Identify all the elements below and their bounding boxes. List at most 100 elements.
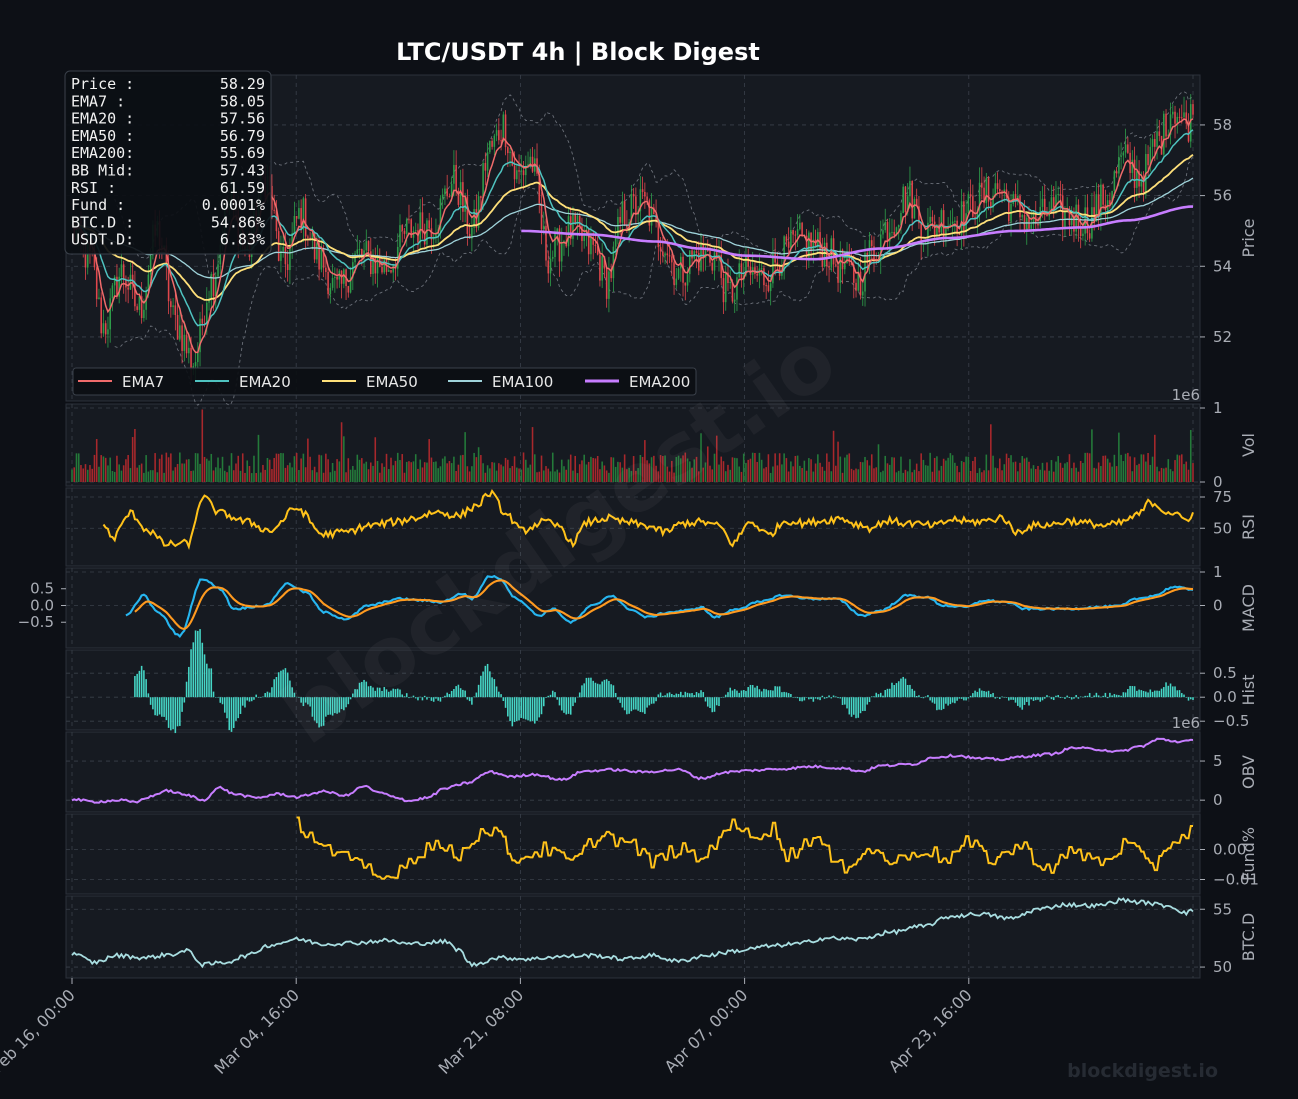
histogram-bar (298, 697, 300, 698)
histogram-bar (1165, 682, 1167, 698)
histogram-bar (774, 686, 776, 698)
volume-bar (179, 452, 181, 482)
candle-body (936, 224, 938, 237)
volume-bar (86, 469, 89, 482)
volume-bar (163, 472, 165, 482)
volume-bar (352, 465, 354, 482)
candle-body (540, 203, 543, 230)
histogram-bar (1082, 696, 1084, 698)
histogram-bar (662, 695, 664, 698)
volume-bar (1136, 465, 1138, 482)
volume-bar (758, 452, 761, 482)
histogram-bar (805, 697, 808, 698)
histogram-bar (1097, 695, 1100, 698)
volume-bar (1093, 467, 1095, 482)
volume-bar (181, 463, 183, 482)
volume-bar (545, 466, 547, 482)
histogram-bar (203, 654, 206, 698)
histogram-bar (421, 697, 424, 701)
histogram-bar (347, 697, 350, 705)
volume-bar (864, 456, 866, 482)
volume-bar (1165, 467, 1167, 482)
candle-body (657, 222, 660, 248)
histogram-bar (302, 697, 305, 707)
histogram-bar (612, 685, 615, 698)
histogram-bar (156, 697, 159, 716)
candle-body (401, 225, 404, 231)
volume-bar (320, 455, 323, 482)
volume-bar (495, 470, 498, 482)
histogram-bar (1023, 697, 1026, 705)
histogram-bar (399, 689, 401, 698)
volume-bar (760, 459, 763, 482)
volume-bar (612, 457, 615, 482)
info-box-label: EMA7 : (71, 92, 125, 110)
volume-bar (1050, 460, 1053, 482)
axis-offset-label: 1e6 (1172, 714, 1200, 732)
btcd-line (71, 897, 1194, 969)
volume-bar (873, 468, 875, 482)
histogram-bar (900, 678, 902, 698)
candle-body (423, 232, 426, 245)
histogram-bar (823, 697, 826, 699)
candle-body (720, 255, 723, 279)
candle-body (113, 276, 116, 286)
volume-bar (356, 454, 359, 482)
candle-body (516, 170, 518, 180)
histogram-bar (185, 681, 188, 698)
volume-bar (614, 466, 617, 482)
histogram-bar (513, 697, 516, 722)
candle-body (954, 220, 956, 222)
candle-body (924, 242, 927, 244)
candle-body (529, 156, 532, 165)
histogram-bar (1158, 690, 1161, 698)
candle-body (888, 232, 891, 242)
histogram-bar (174, 697, 177, 734)
histogram-bar (1183, 694, 1185, 698)
candle-body (522, 170, 525, 176)
histogram-bar (560, 697, 563, 711)
volume-bar (1138, 463, 1140, 482)
volume-bar (1003, 464, 1006, 482)
volume-bar (711, 469, 714, 482)
volume-bar (188, 459, 190, 482)
volume-bar (107, 465, 109, 482)
histogram-bar (336, 697, 338, 714)
histogram-bar (1086, 695, 1089, 698)
volume-bar (1183, 464, 1185, 482)
volume-bar (920, 453, 922, 482)
histogram-bar (942, 697, 945, 709)
histogram-bar (1102, 695, 1104, 698)
histogram-bar (821, 695, 824, 698)
histogram-bar (516, 697, 518, 721)
histogram-bar (426, 697, 428, 700)
volume-bar (626, 469, 628, 482)
volume-bar (392, 465, 395, 482)
volume-bar (608, 472, 610, 482)
histogram-bar (381, 690, 383, 698)
candle-body (352, 262, 354, 278)
candle-body (560, 242, 563, 262)
candle-body (630, 194, 633, 223)
volume-bar (826, 453, 828, 482)
histogram-bar (875, 692, 878, 698)
candle-body (367, 241, 370, 252)
candle-body (1140, 180, 1143, 187)
candle-body (408, 219, 410, 221)
volume-bar (1032, 465, 1035, 482)
histogram-bar (538, 697, 541, 718)
candle-body (507, 147, 509, 154)
y-tick-label: −0.5 (1213, 712, 1249, 730)
volume-bar (410, 462, 413, 482)
panel-macd: 0 1 0.50.0−0.5 MACD (18, 563, 1258, 649)
volume-bar (311, 470, 314, 482)
candle-body (808, 232, 810, 258)
histogram-bar (1111, 695, 1113, 698)
candle-body (1154, 139, 1156, 147)
volume-bar (1039, 469, 1042, 482)
y-tick-label: 0.0 (1213, 688, 1237, 706)
candle-body (167, 264, 170, 302)
histogram-bar (796, 697, 799, 699)
volume-bar (161, 454, 163, 482)
volume-bar (201, 409, 204, 482)
